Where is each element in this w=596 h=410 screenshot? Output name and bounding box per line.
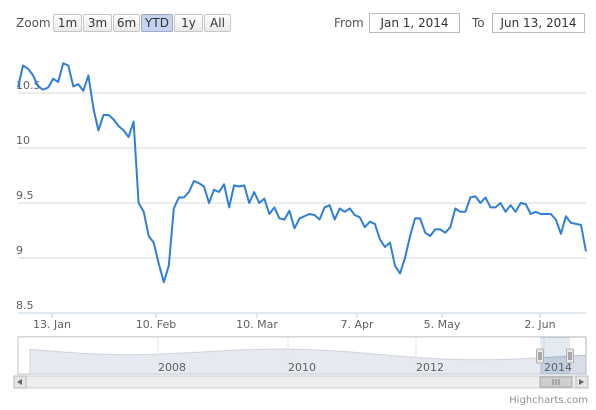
range-button-all[interactable]: All xyxy=(204,14,231,32)
y-axis-labels: 8.5 9 9.5 10 10.5 xyxy=(16,79,41,312)
y-tick-label: 9.5 xyxy=(16,189,34,202)
navigator-selection xyxy=(540,337,570,374)
navigator-left-handle xyxy=(536,348,544,364)
navigator-tick-label: 2014 xyxy=(544,361,572,374)
navigator-tick-label: 2008 xyxy=(158,361,186,374)
navigator-right-handle xyxy=(566,348,574,364)
navigator-tick-label: 2010 xyxy=(288,361,316,374)
range-button-6m[interactable]: 6m xyxy=(113,14,140,32)
y-tick-label: 8.5 xyxy=(16,299,34,312)
series-plot xyxy=(17,62,587,284)
chevron-left-icon xyxy=(17,379,22,385)
x-tick-label: 10. Mar xyxy=(236,318,278,331)
range-button-ytd[interactable]: YTD xyxy=(141,14,173,32)
y-tick-label: 10 xyxy=(16,134,30,147)
from-label: From xyxy=(334,16,364,30)
x-tick-label: 2. Jun xyxy=(524,318,555,331)
y-tick-label: 10.5 xyxy=(16,79,41,92)
chevron-right-icon xyxy=(579,379,584,385)
navigator-tick-label: 2012 xyxy=(416,361,444,374)
range-button-1m[interactable]: 1m xyxy=(53,14,82,32)
navigator-area xyxy=(29,348,587,375)
range-button-1y[interactable]: 1y xyxy=(174,14,203,32)
credits-text[interactable]: Highcharts.com xyxy=(509,395,588,406)
range-button-3m[interactable]: 3m xyxy=(83,14,112,32)
series-line xyxy=(17,62,587,284)
navigator[interactable]: 2008 2010 2012 2014 xyxy=(17,336,587,375)
scrollbar-track xyxy=(13,375,589,389)
navigator-mask xyxy=(18,337,540,374)
x-tick-label: 7. Apr xyxy=(340,318,373,331)
from-date-input[interactable]: Jan 1, 2014 xyxy=(369,13,460,33)
x-tick-label: 5. May xyxy=(424,318,461,331)
to-date-input[interactable]: Jun 13, 2014 xyxy=(492,13,585,33)
x-tick-label: 13. Jan xyxy=(33,318,71,331)
x-tick-label: 10. Feb xyxy=(136,318,176,331)
y-tick-label: 9 xyxy=(16,244,23,257)
zoom-label: Zoom xyxy=(16,16,51,30)
scrollbar[interactable] xyxy=(13,375,589,389)
to-label: To xyxy=(472,16,485,30)
x-axis: 13. Jan 10. Feb 10. Mar 7. Apr 5. May 2. Jun xyxy=(18,312,586,331)
